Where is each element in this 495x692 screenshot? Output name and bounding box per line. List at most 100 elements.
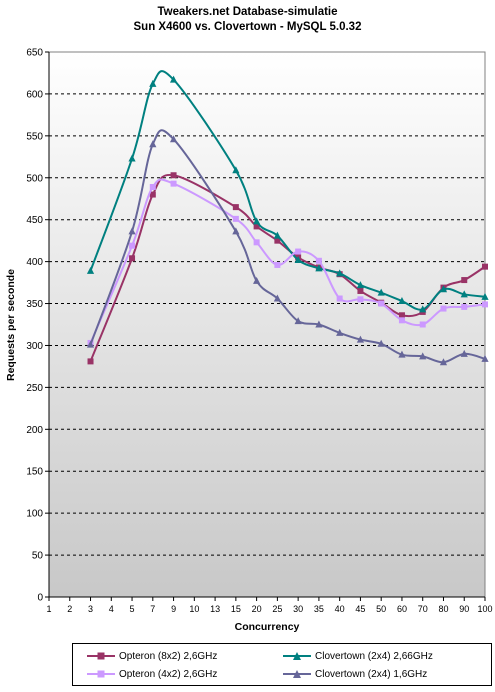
legend-label: Opteron (8x2) 2,6GHz bbox=[119, 650, 218, 662]
data-point bbox=[482, 301, 488, 308]
data-point bbox=[315, 320, 323, 328]
y-tick-label: 550 bbox=[26, 131, 43, 142]
x-tick-label: 35 bbox=[314, 604, 324, 614]
y-tick-label: 450 bbox=[26, 215, 43, 226]
data-point bbox=[169, 75, 178, 83]
x-tick-label: 40 bbox=[335, 604, 345, 614]
data-point bbox=[398, 297, 406, 305]
data-point bbox=[481, 292, 489, 300]
y-tick-label: 200 bbox=[26, 425, 43, 436]
x-tick-label: 15 bbox=[231, 604, 241, 614]
y-tick-label: 100 bbox=[26, 509, 43, 520]
y-tick-label: 500 bbox=[26, 173, 43, 184]
chart-title: Tweakers.net Database-simulatie bbox=[157, 6, 338, 18]
x-tick-label: 20 bbox=[252, 604, 262, 614]
data-point bbox=[274, 261, 281, 268]
x-tick-label: 10 bbox=[189, 604, 199, 614]
x-tick-label: 1 bbox=[46, 604, 51, 614]
data-point bbox=[129, 255, 136, 262]
data-point bbox=[170, 172, 177, 179]
data-point bbox=[377, 339, 385, 347]
data-point bbox=[149, 140, 157, 148]
legend-label: Clovertown (2x4) 1,6GHz bbox=[315, 668, 428, 680]
data-point bbox=[169, 135, 178, 143]
data-point bbox=[294, 317, 302, 325]
data-point bbox=[86, 340, 95, 348]
data-point bbox=[481, 354, 489, 362]
x-tick-label: 7 bbox=[150, 604, 155, 614]
data-point bbox=[356, 281, 365, 289]
legend-item: Opteron (8x2) 2,6GHz bbox=[87, 648, 217, 664]
data-point bbox=[86, 266, 95, 274]
x-tick-label: 9 bbox=[171, 604, 176, 614]
data-point bbox=[378, 300, 385, 307]
x-tick-label: 5 bbox=[130, 604, 135, 614]
x-axis-label: Concurrency bbox=[235, 621, 300, 633]
x-tick-label: 90 bbox=[459, 604, 469, 614]
series-lines bbox=[86, 70, 489, 366]
y-tick-label: 300 bbox=[26, 341, 43, 352]
y-tick-label: 600 bbox=[26, 89, 43, 100]
data-point bbox=[253, 217, 261, 225]
data-point bbox=[460, 290, 468, 298]
y-axis-label: Requests per seconde bbox=[5, 269, 17, 381]
data-point bbox=[170, 180, 177, 187]
x-tick-label: 60 bbox=[397, 604, 407, 614]
y-tick-label: 150 bbox=[26, 467, 43, 478]
y-tick-label: 250 bbox=[26, 383, 43, 394]
data-point bbox=[336, 295, 343, 302]
x-axis-ticks: 1 2 3 4 5 7 9 10 13 15 20 25 30 35 40 45 50 60 70 80 90 100 bbox=[46, 596, 493, 614]
series-line bbox=[89, 173, 486, 362]
data-point bbox=[461, 277, 468, 284]
data-point bbox=[461, 303, 468, 310]
data-point bbox=[253, 223, 260, 230]
data-point bbox=[440, 305, 447, 312]
chart-subtitle: Sun X4600 vs. Clovertown - MySQL 5.0.32 bbox=[133, 21, 362, 33]
x-tick-label: 25 bbox=[272, 604, 282, 614]
data-point bbox=[460, 349, 468, 357]
data-point bbox=[315, 257, 322, 264]
legend-item: Clovertown (2x4) 1,6GHz bbox=[283, 666, 427, 682]
data-point bbox=[398, 350, 406, 358]
data-point bbox=[439, 358, 448, 366]
legend-label: Clovertown (2x4) 2,66GHz bbox=[315, 650, 433, 662]
data-point bbox=[273, 294, 281, 302]
data-point bbox=[149, 183, 156, 190]
data-point bbox=[398, 317, 405, 324]
data-point bbox=[87, 358, 94, 365]
data-point bbox=[398, 312, 405, 319]
series-1 bbox=[86, 70, 489, 313]
data-point bbox=[274, 237, 281, 244]
data-point bbox=[315, 264, 323, 272]
data-point bbox=[356, 335, 365, 343]
data-point bbox=[294, 255, 302, 263]
data-point bbox=[149, 191, 156, 198]
legend-item: Opteron (4x2) 2,6GHz bbox=[87, 666, 217, 682]
data-point bbox=[419, 321, 426, 328]
x-tick-label: 50 bbox=[376, 604, 386, 614]
data-point bbox=[419, 352, 427, 360]
y-tick-label: 50 bbox=[32, 551, 44, 562]
data-point bbox=[232, 204, 239, 211]
data-point bbox=[419, 305, 427, 313]
data-point bbox=[336, 269, 344, 277]
legend-item: Clovertown (2x4) 2,66GHz bbox=[283, 648, 433, 664]
series-line bbox=[89, 129, 486, 364]
data-point bbox=[336, 328, 344, 336]
x-tick-label: 45 bbox=[355, 604, 365, 614]
legend: Opteron (8x2) 2,6GHz Clovertown (2x4) 2,… bbox=[72, 643, 492, 686]
series-line bbox=[89, 70, 486, 311]
data-point bbox=[128, 227, 136, 235]
x-tick-label: 100 bbox=[477, 604, 492, 614]
data-point bbox=[149, 79, 157, 87]
x-tick-label: 80 bbox=[438, 604, 448, 614]
legend-label: Opteron (4x2) 2,6GHz bbox=[119, 668, 218, 680]
x-tick-label: 4 bbox=[109, 604, 114, 614]
data-point bbox=[357, 287, 364, 294]
x-tick-label: 13 bbox=[210, 604, 220, 614]
x-tick-label: 70 bbox=[418, 604, 428, 614]
data-point bbox=[253, 239, 260, 246]
x-tick-label: 2 bbox=[67, 604, 72, 614]
series-3 bbox=[86, 129, 489, 366]
